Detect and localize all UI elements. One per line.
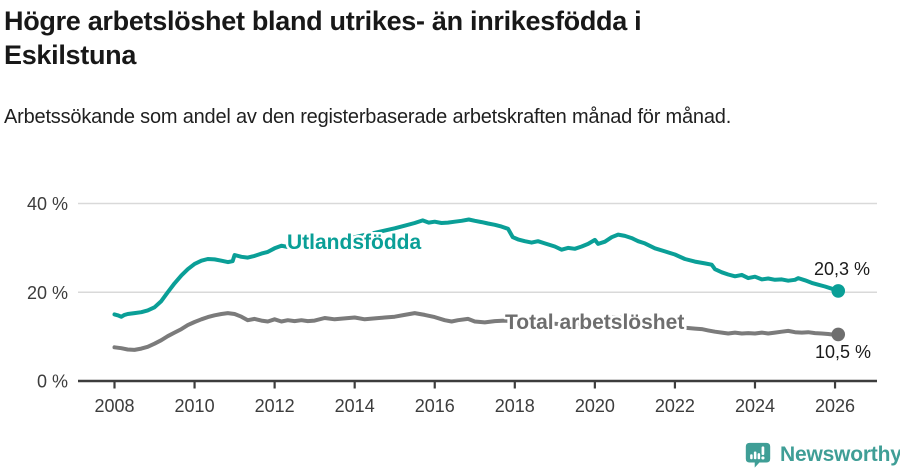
x-tick-label: 2024 [735,396,775,416]
x-tick-label: 2016 [415,396,455,416]
x-tick-label: 2018 [495,396,535,416]
y-tick-label: 20 % [27,283,68,303]
logo-bar-2 [753,451,757,460]
x-tick-label: 2012 [255,396,295,416]
y-tick-label: 40 % [27,194,68,214]
brand-footer-link[interactable]: Newsworthy [743,439,900,471]
y-tick-label: 0 % [37,372,68,392]
series-end-dot-1 [831,327,846,342]
end-value-label-1: 10,5 % [815,342,871,362]
x-tick-label: 2010 [175,396,215,416]
x-tick-label: 2008 [94,396,134,416]
logo-exclamation-bar [761,446,765,455]
x-tick-label: 2020 [575,396,615,416]
series-label-0: Utlandsfödda [287,231,421,254]
logo-bar-3 [757,453,761,460]
logo-exclamation-dot [761,456,765,460]
series-line-1 [112,311,841,352]
brand-name: Newsworthy [780,443,900,466]
x-tick-label: 2014 [335,396,375,416]
logo-bar-1 [750,454,753,460]
series-label-1: Total arbetslöshet [505,311,684,334]
series-line-0 [112,217,841,319]
end-value-label-0: 20,3 % [814,259,870,279]
x-tick-label: 2026 [815,396,855,416]
page-subtitle: Arbetssökande som andel av den registerb… [4,106,732,128]
page-title: Högre arbetslöshet bland utrikes- än inr… [4,6,642,71]
newsworthy-logo-icon [745,442,771,468]
x-tick-label: 2022 [655,396,695,416]
series-end-dot-0 [831,284,846,298]
